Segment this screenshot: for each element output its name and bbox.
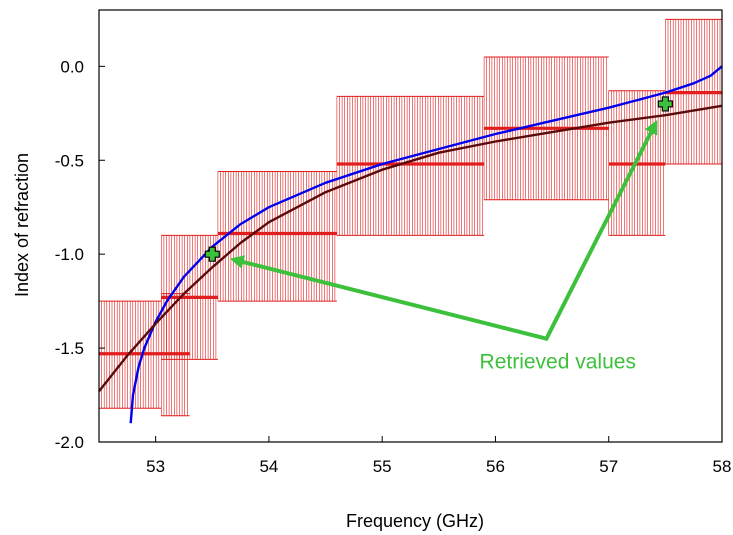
y-axis-title: Index of refraction [12, 153, 32, 297]
y-tick-label: -1.5 [55, 339, 84, 358]
series-line-1 [129, 65, 723, 424]
annotation-arrow [241, 260, 549, 341]
error-box [608, 90, 666, 236]
x-tick-label: 53 [146, 457, 165, 476]
annotation-arrowhead [229, 255, 245, 269]
y-tick-label: -1.0 [55, 245, 84, 264]
y-tick-label: -2.0 [55, 433, 84, 452]
retrieved-value-marker [204, 246, 220, 262]
lines-layer [98, 65, 723, 424]
error-box-hatch [336, 96, 483, 236]
error-box-hatch [217, 171, 336, 302]
error-box [665, 18, 722, 165]
x-tick-label: 55 [373, 457, 392, 476]
markers-layer [204, 96, 673, 262]
retrieved-value-marker [657, 96, 673, 112]
annotation-arrows-layer [229, 120, 658, 341]
x-tick-label: 57 [599, 457, 618, 476]
error-box [336, 95, 485, 236]
x-tick-label: 54 [259, 457, 278, 476]
plot-frame [98, 9, 723, 443]
error-box [98, 300, 162, 409]
x-tick-label: 56 [486, 457, 505, 476]
x-tick-label: 58 [713, 457, 732, 476]
series-line-2 [98, 104, 723, 393]
annotation-label: Retrieved values [480, 351, 636, 374]
error-box [217, 171, 337, 302]
y-tick-label: -0.5 [55, 151, 84, 170]
y-tick-label: 0.0 [60, 57, 84, 76]
annotation-arrow [544, 130, 653, 341]
x-axis-title: Frequency (GHz) [346, 511, 484, 531]
error-boxes-layer [98, 18, 722, 417]
ticks-layer: 53 54 55 56 57 58 0.0 -0.5 -1.0 -1.5 -2.0 [55, 57, 732, 476]
annotation-arrowhead [644, 120, 658, 136]
error-box [483, 56, 609, 201]
